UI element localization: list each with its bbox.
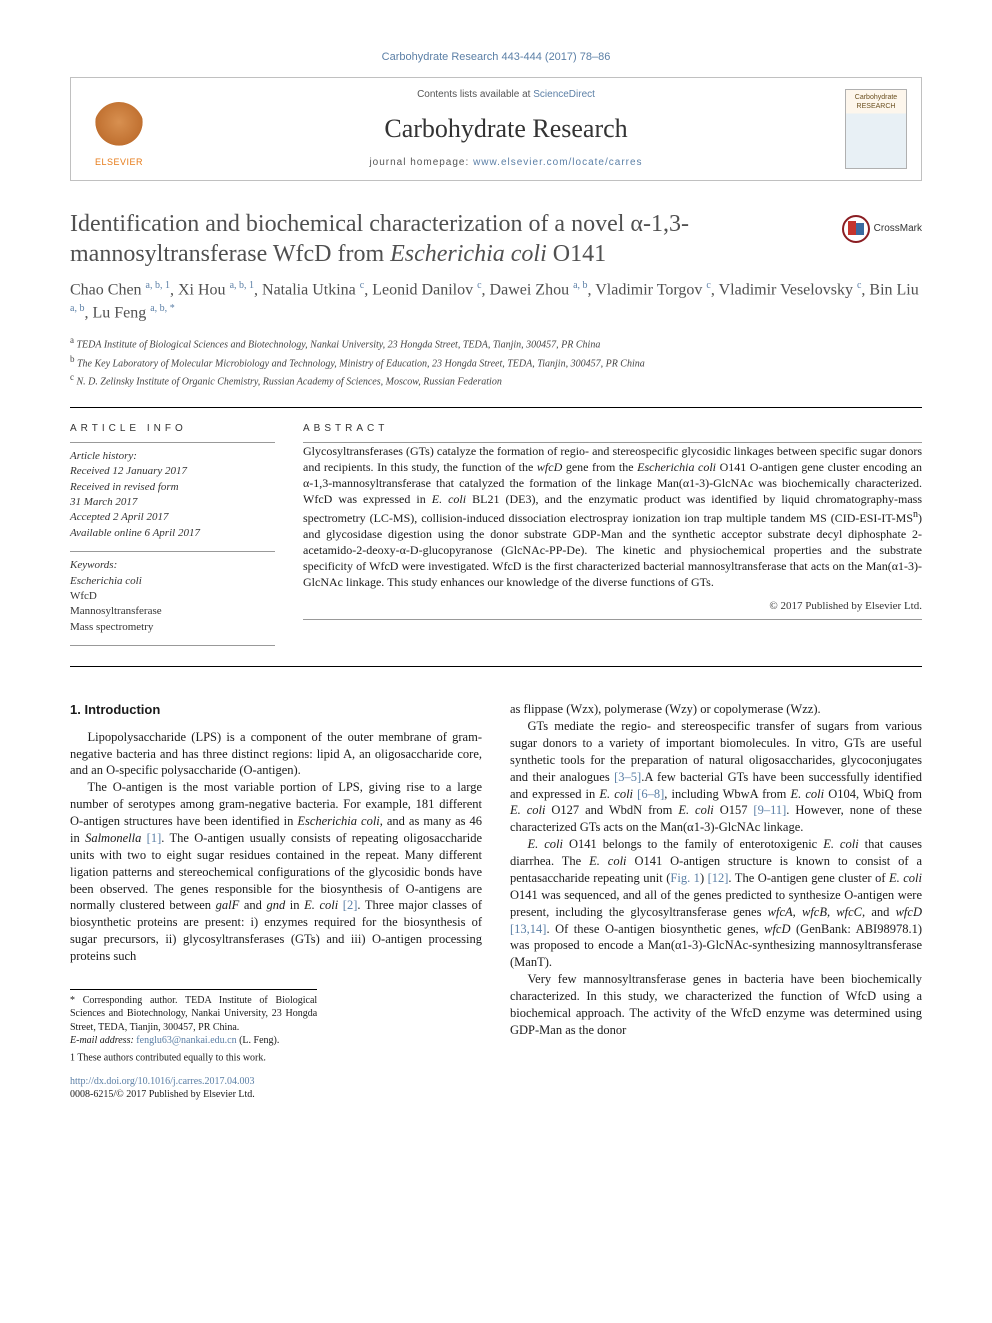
paragraph: E. coli O141 belongs to the family of en… xyxy=(510,836,922,971)
crossmark-icon xyxy=(842,215,870,243)
copyright-line: © 2017 Published by Elsevier Ltd. xyxy=(303,599,922,614)
homepage-link[interactable]: www.elsevier.com/locate/carres xyxy=(473,157,643,168)
author-list: Chao Chen a, b, 1, Xi Hou a, b, 1, Natal… xyxy=(70,279,922,324)
citation-link[interactable]: [12] xyxy=(708,871,729,885)
elsevier-tree-icon xyxy=(94,102,144,152)
issn-line: 0008-6215/© 2017 Published by Elsevier L… xyxy=(70,1088,482,1101)
citation-link[interactable]: [9–11] xyxy=(753,803,786,817)
citation-link[interactable]: [6–8] xyxy=(637,787,664,801)
abstract-text: Glycosyltransferases (GTs) catalyze the … xyxy=(303,443,922,591)
article-info-heading: ARTICLE INFO xyxy=(70,422,275,436)
sciencedirect-link[interactable]: ScienceDirect xyxy=(533,89,595,100)
contents-available: Contents lists available at ScienceDirec… xyxy=(167,88,845,102)
figure-link[interactable]: Fig. 1 xyxy=(670,871,700,885)
keyword: WfcD xyxy=(70,589,275,604)
footnotes: * Corresponding author. TEDA Institute o… xyxy=(70,989,317,1065)
abstract-column: ABSTRACT Glycosyltransferases (GTs) cata… xyxy=(303,422,922,652)
keyword: Mass spectrometry xyxy=(70,620,275,635)
email-line: E-mail address: fenglu63@nankai.edu.cn (… xyxy=(70,1034,317,1048)
paragraph: Lipopolysaccharide (LPS) is a component … xyxy=(70,729,482,780)
citation-link[interactable]: [1] xyxy=(147,831,162,845)
citation-link[interactable]: [13,14] xyxy=(510,922,546,936)
paragraph: GTs mediate the regio- and stereospecifi… xyxy=(510,718,922,836)
journal-reference: Carbohydrate Research 443-444 (2017) 78–… xyxy=(70,50,922,65)
section-heading-intro: 1. Introduction xyxy=(70,701,482,719)
paragraph: Very few mannosyltransferase genes in ba… xyxy=(510,971,922,1039)
affiliations: a TEDA Institute of Biological Sciences … xyxy=(70,334,922,389)
doi-block: http://dx.doi.org/10.1016/j.carres.2017.… xyxy=(70,1075,482,1101)
paragraph: as flippase (Wzx), polymerase (Wzy) or c… xyxy=(510,701,922,718)
citation-link[interactable]: [2] xyxy=(343,898,358,912)
corresponding-author-note: * Corresponding author. TEDA Institute o… xyxy=(70,994,317,1035)
doi-link[interactable]: http://dx.doi.org/10.1016/j.carres.2017.… xyxy=(70,1075,482,1088)
journal-header: ELSEVIER Contents lists available at Sci… xyxy=(70,77,922,181)
journal-homepage: journal homepage: www.elsevier.com/locat… xyxy=(167,156,845,170)
article-title: Identification and biochemical character… xyxy=(70,209,830,269)
equal-contrib-note: 1 These authors contributed equally to t… xyxy=(70,1048,317,1065)
article-history: Article history: Received 12 January 201… xyxy=(70,449,275,541)
abstract-heading: ABSTRACT xyxy=(303,422,922,436)
article-body: 1. Introduction Lipopolysaccharide (LPS)… xyxy=(70,701,922,1101)
keyword: Mannosyltransferase xyxy=(70,604,275,619)
elsevier-label: ELSEVIER xyxy=(95,156,143,168)
journal-name: Carbohydrate Research xyxy=(167,111,845,146)
crossmark-badge[interactable]: CrossMark xyxy=(842,215,922,243)
paragraph: The O-antigen is the most variable porti… xyxy=(70,779,482,965)
article-info-column: ARTICLE INFO Article history: Received 1… xyxy=(70,422,275,652)
divider xyxy=(70,407,922,408)
citation-link[interactable]: [3–5] xyxy=(614,770,641,784)
email-link[interactable]: fenglu63@nankai.edu.cn xyxy=(136,1035,236,1046)
keyword: Escherichia coli xyxy=(70,574,275,589)
journal-cover-thumbnail: Carbohydrate RESEARCH xyxy=(845,89,907,169)
crossmark-label: CrossMark xyxy=(874,222,922,236)
elsevier-logo: ELSEVIER xyxy=(85,90,153,168)
keywords-block: Keywords: Escherichia coli WfcD Mannosyl… xyxy=(70,558,275,635)
